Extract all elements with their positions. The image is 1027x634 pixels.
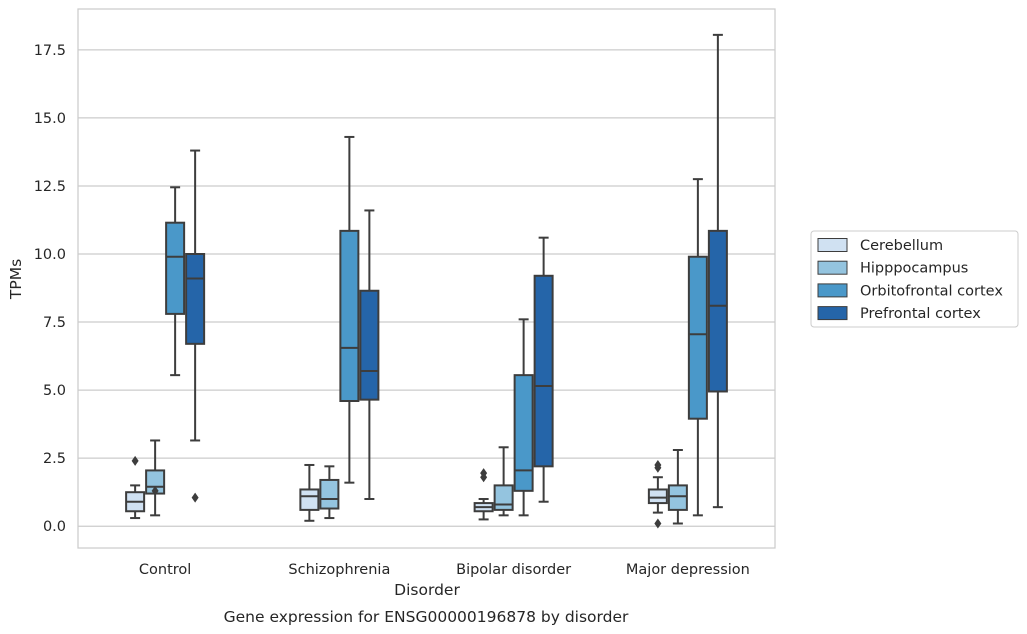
box-group xyxy=(299,463,320,522)
y-tick-label: 0.0 xyxy=(43,519,66,535)
x-tick-label: Bipolar disorder xyxy=(456,562,571,578)
box-group xyxy=(707,33,728,509)
box-group xyxy=(165,186,186,377)
box xyxy=(319,478,340,510)
outlier-point xyxy=(131,455,139,466)
box-group xyxy=(667,449,688,525)
boxes xyxy=(125,33,728,529)
outlier-point xyxy=(151,485,159,496)
box-group xyxy=(647,459,668,529)
box-group xyxy=(359,209,380,500)
box xyxy=(185,253,206,345)
box-group xyxy=(339,135,360,484)
x-tick-label: Schizophrenia xyxy=(288,562,390,578)
y-tick-label: 2.5 xyxy=(43,451,66,467)
box-group xyxy=(493,446,514,517)
legend-swatch xyxy=(817,238,848,252)
y-tick-label: 15.0 xyxy=(34,111,66,127)
box-group xyxy=(473,468,494,521)
y-axis-ticks: 0.0 2.5 5.0 7.5 10.0 12.5 15.0 17.5 xyxy=(34,43,66,535)
plot-frame xyxy=(77,8,776,549)
box xyxy=(165,221,186,315)
legend-swatch xyxy=(817,283,848,298)
legend-label: Hipppocampus xyxy=(860,261,968,277)
box-group xyxy=(185,149,206,503)
x-tick-label: Control xyxy=(139,562,191,578)
outlier-point xyxy=(654,518,662,529)
outlier-point xyxy=(654,459,662,470)
box xyxy=(707,229,728,393)
box xyxy=(687,255,708,420)
box xyxy=(299,488,320,511)
box-group xyxy=(513,318,534,517)
legend-label: Prefrontal cortex xyxy=(860,306,981,322)
box xyxy=(533,274,554,468)
legend-label: Cerebellum xyxy=(860,238,943,254)
legend-label: Orbitofrontal cortex xyxy=(860,283,1003,299)
box xyxy=(513,374,534,492)
y-tick-label: 5.0 xyxy=(43,383,66,399)
box xyxy=(667,484,688,511)
chart-caption: Gene expression for ENSG00000196878 by d… xyxy=(224,608,629,626)
box xyxy=(359,289,380,401)
y-tick-label: 12.5 xyxy=(34,179,66,195)
x-axis-ticks: Control Schizophrenia Bipolar disorder Majo… xyxy=(139,562,750,578)
box-group xyxy=(687,178,708,517)
y-tick-label: 10.0 xyxy=(34,247,66,263)
y-axis-label: TPMs xyxy=(7,259,25,300)
legend-swatch xyxy=(817,260,848,275)
x-axis-label: Disorder xyxy=(394,581,460,599)
outlier-point xyxy=(480,468,488,479)
box xyxy=(339,229,360,402)
legend: Cerebellum Hipppocampus Orbitofrontal cort… xyxy=(810,230,1019,328)
box xyxy=(493,484,514,511)
box-group xyxy=(125,455,146,520)
outlier-point xyxy=(191,492,199,503)
box-group xyxy=(533,236,554,503)
box-group xyxy=(145,439,166,517)
y-tick-label: 7.5 xyxy=(43,315,66,331)
legend-swatch xyxy=(817,306,848,321)
box xyxy=(647,488,668,505)
x-tick-label: Major depression xyxy=(626,562,750,578)
legend-frame xyxy=(810,230,1019,328)
y-tick-label: 17.5 xyxy=(34,43,66,59)
legend-entries: Cerebellum Hipppocampus Orbitofrontal cort… xyxy=(817,238,1003,322)
box-group xyxy=(319,465,340,520)
